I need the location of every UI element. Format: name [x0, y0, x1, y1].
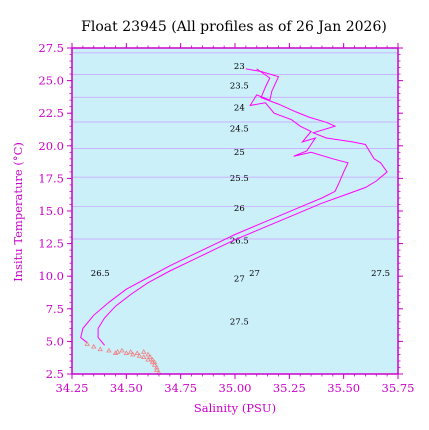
isopycnal-label: 27	[249, 269, 260, 279]
deep-point	[127, 349, 134, 354]
y-tick-label: 12.5	[38, 237, 64, 251]
y-tick-label: 10.0	[38, 269, 64, 283]
isopycnal-label: 26.5	[230, 237, 249, 247]
deep-point	[145, 351, 151, 357]
isopycnal-label: 25	[234, 148, 245, 158]
chart-title: Float 23945 (All profiles as of 26 Jan 2…	[81, 19, 387, 35]
y-tick-label: 7.5	[46, 302, 64, 316]
profile-line	[80, 68, 349, 344]
y-tick-label: 17.5	[38, 171, 64, 185]
isopycnal-label: 26.5	[91, 269, 110, 279]
profile-lines	[80, 68, 388, 346]
isopycnal-labels: 23 23.5 24 24.5 25 25.5 26 26.5 26.5 27 27 27.5 27.5	[91, 62, 390, 328]
y-tick-label: 15.0	[38, 204, 64, 218]
deep-point	[114, 349, 121, 354]
plot-background	[72, 48, 398, 374]
deep-point	[154, 367, 160, 372]
isopycnal-label: 24.5	[230, 124, 249, 134]
deep-point	[141, 349, 147, 354]
deep-point	[123, 350, 130, 356]
isopycnal-label: 27	[234, 274, 245, 284]
x-tick-label: 35.50	[327, 381, 360, 395]
deep-point	[147, 354, 153, 359]
x-tick-label: 35.75	[382, 381, 415, 395]
x-tick-label: 34.75	[164, 381, 197, 395]
isopycnal-label: 25.5	[230, 174, 249, 184]
isopycnal-label: 23	[234, 62, 245, 72]
isopycnal-label: 27.5	[230, 317, 249, 327]
isopycnal-label: 23.5	[230, 81, 249, 91]
x-axis-label: Salinity (PSU)	[194, 401, 276, 415]
y-axis-label: Insitu Temperature (°C)	[11, 142, 25, 282]
y-tick-label: 2.5	[46, 367, 64, 381]
x-tick-label: 35.00	[219, 381, 252, 395]
deep-point	[151, 359, 158, 365]
deep-point	[97, 346, 103, 352]
x-tick-label: 35.25	[273, 381, 306, 395]
x-tick-label: 34.25	[56, 381, 89, 395]
y-tick-label: 5.0	[46, 334, 64, 348]
y-tick-label: 20.0	[38, 139, 64, 153]
deep-point	[112, 350, 119, 356]
deep-point	[91, 343, 97, 349]
isopycnal-label: 27.5	[371, 269, 390, 279]
y-tick-label: 25.0	[38, 74, 64, 88]
isopycnal-label: 26	[234, 204, 245, 214]
deep-point	[154, 364, 160, 370]
deep-point	[136, 352, 143, 358]
deep-point	[149, 356, 156, 362]
deep-point	[130, 351, 136, 357]
x-tick-label: 34.50	[110, 381, 143, 395]
deep-point	[151, 362, 158, 367]
deep-point	[134, 350, 140, 356]
profile-line	[97, 68, 388, 346]
y-tick-label: 27.5	[38, 41, 64, 55]
isopycnal-lines	[72, 52, 398, 240]
y-tick-label: 22.5	[38, 106, 64, 120]
deep-point	[145, 356, 151, 362]
deep-profile-points	[84, 341, 162, 375]
isopycnal-label: 24	[234, 104, 245, 114]
deep-point	[84, 341, 90, 346]
deep-point	[119, 347, 125, 353]
deep-point	[141, 354, 147, 359]
x-axis-ticks: 34.25 34.50 34.75 35.00 35.25 35.50 35.75	[56, 43, 415, 395]
deep-point	[106, 347, 112, 353]
y-axis-ticks: 2.5 5.0 7.5 10.0 12.5 15.0 17.5 20.0 22.5 25.0 27.…	[38, 41, 403, 381]
